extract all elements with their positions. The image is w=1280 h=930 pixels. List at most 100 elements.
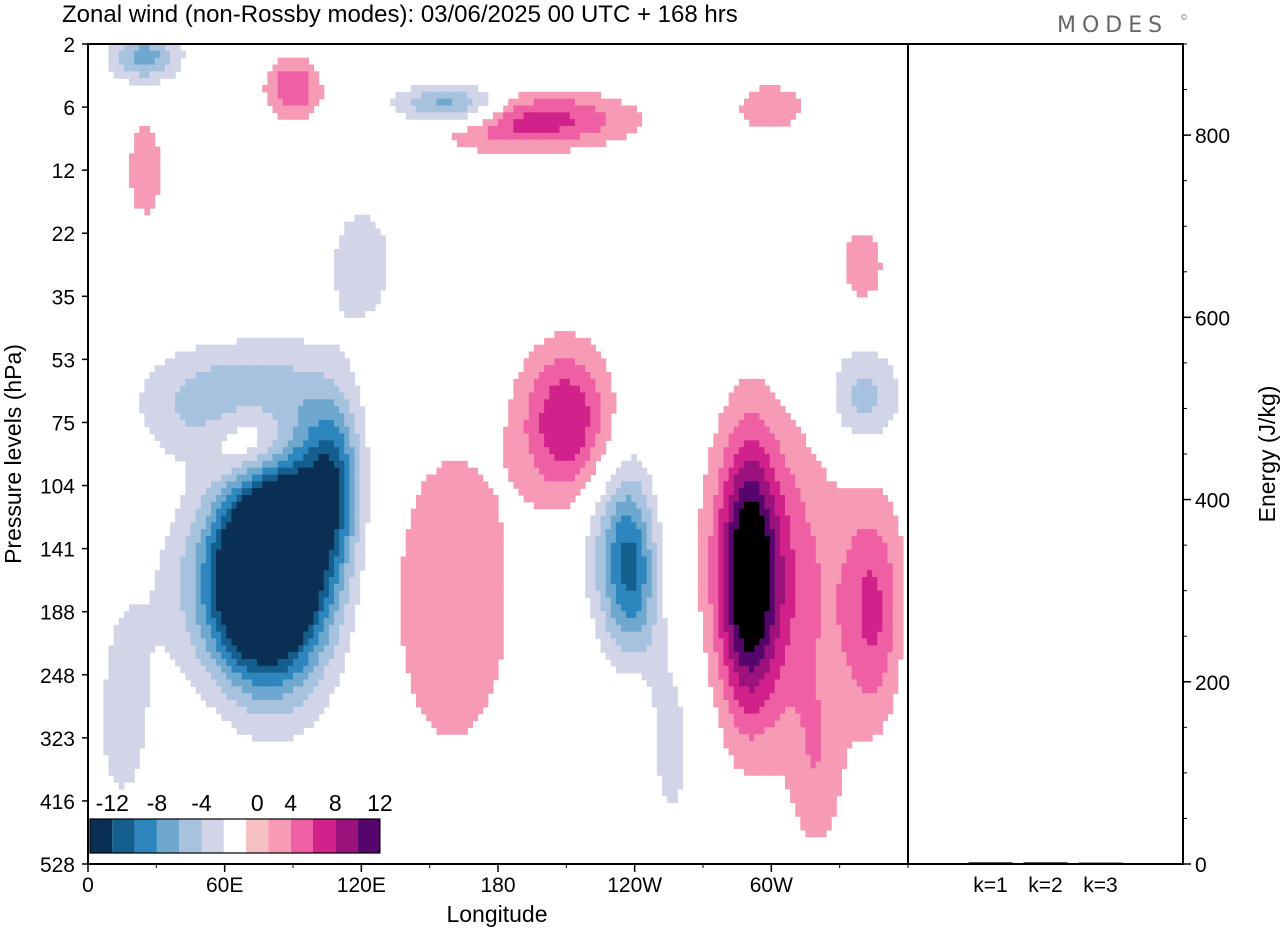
heatmap-cell (785, 556, 791, 564)
heatmap-cell (887, 365, 894, 373)
heatmap-cell (867, 249, 873, 257)
heatmap-cell (287, 112, 294, 120)
heatmap-cell (492, 618, 499, 626)
heatmap-cell (205, 501, 212, 510)
heatmap-cell (749, 542, 755, 551)
heatmap-cell (164, 358, 171, 366)
heatmap-cell (226, 481, 233, 489)
heatmap-cell (861, 385, 868, 394)
heatmap-cell (262, 344, 268, 353)
heatmap-cell (144, 604, 151, 612)
heatmap-cell (769, 447, 776, 455)
heatmap-cell (549, 488, 555, 496)
heatmap-cell (636, 467, 643, 476)
heatmap-cell (846, 529, 853, 537)
heatmap-cell (600, 529, 607, 537)
heatmap-cell (523, 447, 530, 455)
heatmap-cell (328, 488, 335, 496)
heatmap-cell (472, 577, 479, 585)
heatmap-cell (175, 447, 181, 455)
heatmap-cell (569, 344, 576, 353)
heatmap-cell (308, 385, 315, 394)
heatmap-cell (764, 488, 771, 496)
heatmap-cell (328, 474, 335, 482)
heatmap-cell (754, 385, 760, 394)
heatmap-cell (846, 611, 853, 619)
heatmap-cell (728, 529, 735, 537)
heatmap-cell (513, 105, 520, 113)
heatmap-cell (277, 536, 284, 544)
heatmap-cell (882, 549, 889, 558)
heatmap-cell (528, 98, 535, 107)
heatmap-cell (216, 563, 222, 571)
heatmap-cell (877, 413, 883, 421)
heatmap-cell (221, 508, 227, 517)
heatmap-cell (887, 536, 894, 544)
heatmap-cell (513, 399, 520, 407)
heatmap-cell (595, 378, 602, 387)
heatmap-cell (651, 536, 658, 544)
heatmap-cell (769, 440, 776, 448)
heatmap-cell (549, 467, 555, 476)
heatmap-cell (282, 501, 289, 510)
heatmap-cell (846, 495, 853, 503)
heatmap-cell (211, 481, 217, 489)
heatmap-cell (544, 495, 550, 503)
heatmap-cell (723, 440, 730, 448)
heatmap-cell (646, 522, 653, 530)
heatmap-cell (569, 351, 576, 359)
heatmap-cell (400, 631, 407, 640)
heatmap-cell (856, 249, 863, 257)
heatmap-cell (733, 604, 740, 612)
heatmap-cell (472, 501, 479, 510)
heatmap-cell (369, 235, 376, 243)
heatmap-cell (513, 392, 520, 400)
heatmap-cell (298, 515, 304, 523)
heatmap-cell (446, 590, 453, 599)
heatmap-cell (472, 467, 479, 476)
heatmap-cell (564, 495, 571, 503)
heatmap-cell (518, 372, 525, 380)
heatmap-cell (549, 344, 555, 353)
heatmap-cell (221, 433, 227, 441)
heatmap-cell (221, 467, 227, 476)
heatmap-cell (426, 85, 432, 93)
heatmap-cell (559, 399, 566, 407)
heatmap-cell (185, 454, 192, 462)
heatmap-cell (380, 242, 386, 250)
heatmap-cell (518, 413, 525, 421)
heatmap-cell (190, 413, 197, 421)
heatmap-cell (882, 624, 889, 633)
heatmap-cell (718, 577, 725, 585)
heatmap-cell (590, 419, 596, 428)
heatmap-cell (205, 474, 212, 482)
heatmap-cell (170, 57, 176, 66)
heatmap-cell (605, 624, 612, 633)
heatmap-cell (764, 529, 771, 537)
heatmap-cell (185, 351, 192, 359)
heatmap-cell (754, 529, 760, 537)
heatmap-cell (574, 447, 581, 455)
heatmap-cell (759, 618, 766, 626)
heatmap-cell (467, 481, 473, 489)
heatmap-cell (728, 570, 735, 578)
heatmap-cell (815, 529, 822, 537)
heatmap-cell (718, 583, 725, 592)
heatmap-cell (600, 433, 607, 441)
heatmap-cell (405, 618, 412, 626)
heatmap-cell (272, 378, 279, 387)
heatmap-cell (882, 590, 889, 599)
heatmap-cell (590, 426, 596, 435)
heatmap-cell (267, 597, 274, 605)
heatmap-cell (231, 385, 238, 394)
heatmap-cell (841, 542, 848, 551)
heatmap-cell (262, 536, 268, 544)
heatmap-cell (769, 522, 776, 530)
heatmap-cell (446, 467, 453, 476)
heatmap-cell (800, 515, 807, 523)
heatmap-cell (180, 454, 186, 462)
heatmap-cell (293, 447, 299, 455)
heatmap-cell (298, 365, 304, 373)
heatmap-cell (139, 399, 145, 407)
heatmap-cell (211, 413, 217, 421)
